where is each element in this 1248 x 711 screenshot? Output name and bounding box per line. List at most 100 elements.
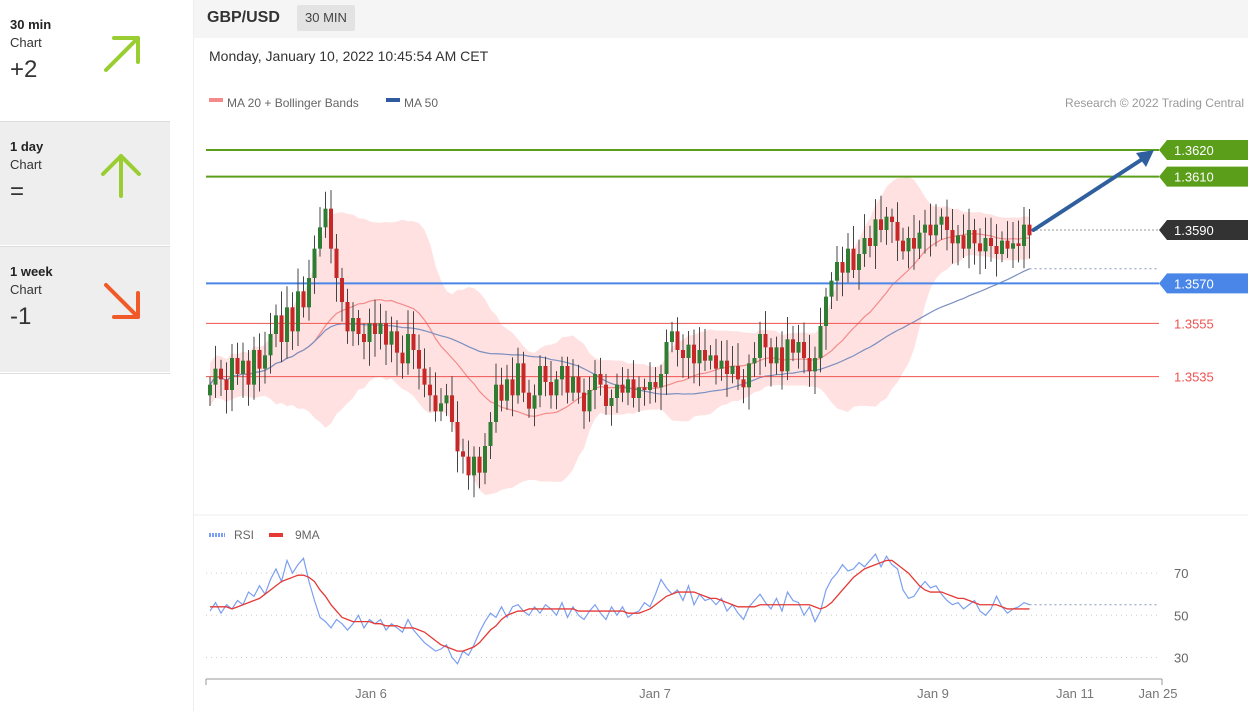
candle-body <box>483 446 487 473</box>
separator <box>170 0 193 711</box>
candle-body <box>318 227 322 249</box>
candle-body <box>439 403 443 412</box>
candle-body <box>840 262 845 273</box>
candle-body <box>631 379 636 398</box>
candle-body <box>252 350 256 385</box>
candle-body <box>213 368 218 385</box>
rsi-tick-label: 30 <box>1174 650 1188 665</box>
candle-body <box>461 451 465 457</box>
candle-body <box>950 230 955 244</box>
candle-body <box>857 254 861 270</box>
ma20-legend-swatch <box>209 98 223 102</box>
ma20-legend-label: MA 20 + Bollinger Bands <box>227 96 359 110</box>
candle-body <box>246 360 251 385</box>
candle-body <box>890 216 894 222</box>
candle-body <box>384 323 388 345</box>
candle-body <box>494 384 498 422</box>
candle-body <box>829 280 834 297</box>
candle-body <box>488 422 493 446</box>
candle-body <box>521 363 526 393</box>
candle-body <box>752 358 757 364</box>
candle-body <box>967 230 971 249</box>
candle-body <box>912 238 916 249</box>
candle-body <box>230 358 234 390</box>
candle-body <box>802 342 806 358</box>
ma9-legend-swatch <box>269 533 283 537</box>
candle-body <box>378 323 383 334</box>
ma9-legend-label: 9MA <box>295 528 320 542</box>
candle-body <box>714 355 718 369</box>
candle-body <box>274 315 278 334</box>
x-tick-label: Jan 6 <box>355 686 387 701</box>
candle-body <box>747 363 751 388</box>
candle-body <box>323 208 328 228</box>
candle-body <box>279 315 284 342</box>
timeframe-30min[interactable]: 30 min Chart +2 <box>0 0 170 124</box>
candle-body <box>560 366 564 380</box>
ma9-line <box>210 559 1030 652</box>
candle-body <box>208 384 212 396</box>
candle-body <box>219 368 223 380</box>
candle-body <box>934 224 938 236</box>
candle-body <box>1011 243 1015 249</box>
candle-body <box>362 334 366 342</box>
candle-body <box>785 339 790 372</box>
rsi-legend-label: RSI <box>234 528 254 542</box>
interval-button[interactable]: 30 MIN <box>297 5 355 31</box>
candle-body <box>686 344 691 358</box>
candle-body <box>868 238 872 246</box>
candle-body <box>400 352 405 364</box>
candle-body <box>406 334 410 364</box>
candle-body <box>510 379 515 396</box>
candle-body <box>587 390 592 412</box>
candle-body <box>455 422 460 452</box>
projection-arrow <box>1031 156 1146 232</box>
candle-body <box>978 243 982 252</box>
timeframe-1day[interactable]: 1 day Chart = <box>0 121 170 245</box>
candle-body <box>813 358 817 372</box>
candle-body <box>257 350 262 369</box>
candle-body <box>835 262 839 281</box>
candle-body <box>956 235 960 244</box>
candle-body <box>670 331 674 342</box>
x-tick-label: Jan 9 <box>917 686 949 701</box>
candle-body <box>554 379 559 396</box>
candle-body <box>637 387 641 398</box>
candle-body <box>769 347 773 364</box>
candle-body <box>846 248 850 273</box>
candle-body <box>224 379 229 390</box>
candle-body <box>719 360 724 369</box>
candle-body <box>873 219 878 246</box>
candle-body <box>945 216 949 230</box>
level-label: 1.3620 <box>1174 143 1214 158</box>
candle-body <box>543 366 548 382</box>
timeframe-1week[interactable]: 1 week Chart -1 <box>0 246 170 372</box>
candle-body <box>763 334 768 348</box>
candle-body <box>516 363 520 396</box>
candles <box>208 190 1032 498</box>
symbol-title: GBP/USD <box>207 9 280 26</box>
candle-body <box>1005 240 1010 249</box>
candle-body <box>329 208 333 249</box>
chart-header: GBP/USD 30 MIN <box>194 0 1248 38</box>
candle-body <box>939 216 944 225</box>
candle-body <box>290 307 295 332</box>
candle-body <box>296 291 300 332</box>
timeframe-name: 1 day <box>10 139 44 154</box>
level-label: 1.3610 <box>1174 170 1214 185</box>
candle-body <box>692 344 696 364</box>
candle-body <box>653 382 658 388</box>
candle-body <box>626 379 630 393</box>
ma50-legend-swatch <box>386 98 400 102</box>
candle-body <box>1027 224 1032 236</box>
candle-body <box>477 456 482 473</box>
ma50-legend-label: MA 50 <box>404 96 438 110</box>
level-label: 1.3590 <box>1174 223 1214 238</box>
candle-body <box>648 382 652 390</box>
candle-body <box>351 318 355 332</box>
rsi-tick-label: 50 <box>1174 608 1188 623</box>
candle-body <box>824 296 828 326</box>
candle-body <box>444 395 449 404</box>
timeframe-name: 1 week <box>10 264 53 279</box>
candle-body <box>780 347 784 372</box>
